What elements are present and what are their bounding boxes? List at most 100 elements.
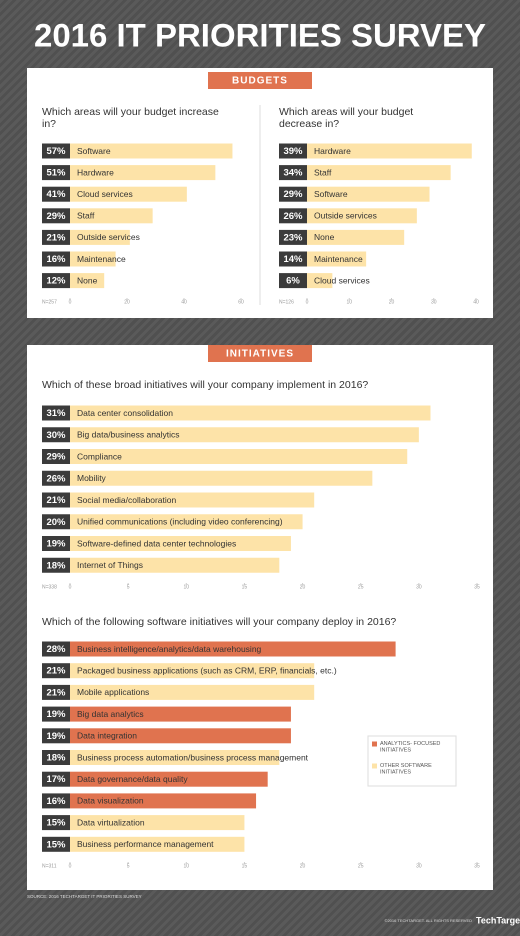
category-label: Big data/business analytics <box>77 430 180 440</box>
value-box <box>42 836 70 852</box>
value-label: 26% <box>46 473 66 484</box>
value-box <box>42 165 70 181</box>
bar <box>70 229 130 245</box>
value-label: 16% <box>46 254 66 265</box>
bar <box>307 208 417 224</box>
bar <box>70 771 268 787</box>
category-label: None <box>77 275 98 285</box>
section-badge <box>208 72 312 89</box>
value-label: 14% <box>283 254 303 265</box>
value-box <box>42 492 70 508</box>
question: Which areas will your budget increase in… <box>42 106 219 130</box>
value-label: 18% <box>46 753 66 764</box>
x-tick-label: 25 <box>358 863 364 869</box>
value-box <box>42 750 70 765</box>
value-box <box>42 405 70 421</box>
category-label: Data center consolidation <box>77 408 173 418</box>
value-box <box>42 641 70 657</box>
bar <box>70 251 116 267</box>
bar <box>70 492 315 508</box>
category-label: Data visualization <box>77 796 144 806</box>
x-tick-label: 0 <box>306 299 309 305</box>
value-box <box>42 536 70 551</box>
x-tick-label: 10 <box>346 299 352 305</box>
bar <box>70 273 105 289</box>
page-title: 2016 IT PRIORITIES SURVEY <box>34 17 486 53</box>
value-label: 29% <box>46 452 66 463</box>
bar <box>70 536 291 551</box>
x-tick-label: 30 <box>431 299 437 305</box>
value-label: 16% <box>46 796 66 807</box>
value-box <box>279 273 307 289</box>
legend-swatch <box>372 763 377 769</box>
bar <box>70 750 280 765</box>
x-tick-label: 20 <box>389 299 395 305</box>
bar <box>70 663 315 679</box>
category-label: Software-defined data center technologie… <box>77 538 236 548</box>
value-label: 41% <box>46 189 66 200</box>
x-tick-label: 30 <box>416 863 422 869</box>
category-label: Business performance management <box>77 839 214 849</box>
bar <box>70 427 419 443</box>
category-label: Big data analytics <box>77 709 144 719</box>
bar <box>307 143 472 159</box>
bar <box>70 165 216 181</box>
value-box <box>42 663 70 679</box>
value-label: 51% <box>46 168 66 179</box>
x-tick-label: 40 <box>181 299 187 305</box>
category-label: Cloud services <box>77 189 133 199</box>
legend-box <box>367 735 457 787</box>
value-box <box>42 728 70 744</box>
bar <box>70 815 245 831</box>
category-label: Unified communications (including video … <box>77 517 283 527</box>
value-label: 30% <box>46 430 66 441</box>
category-label: Software <box>77 146 111 156</box>
bar <box>70 706 291 722</box>
bar <box>70 186 187 202</box>
bar <box>70 405 431 421</box>
bar <box>70 449 408 464</box>
value-box <box>279 208 307 224</box>
legend-label: OTHER SOFTWARE INITIATIVES <box>380 763 432 776</box>
value-label: 19% <box>46 731 66 742</box>
x-tick-label: 10 <box>184 863 190 869</box>
category-label: Staff <box>77 211 95 221</box>
bar <box>70 208 153 224</box>
x-tick-label: 10 <box>184 584 190 590</box>
value-box <box>42 251 70 267</box>
value-label: 21% <box>46 232 66 243</box>
value-label: 19% <box>46 539 66 550</box>
value-label: 20% <box>46 517 66 528</box>
value-box <box>42 684 70 700</box>
bar <box>307 251 367 267</box>
x-tick-label: 30 <box>416 584 422 590</box>
category-label: Software <box>314 189 348 199</box>
value-label: 21% <box>46 687 66 698</box>
category-label: Hardware <box>77 167 114 177</box>
value-box <box>42 815 70 831</box>
value-box <box>279 143 307 159</box>
x-tick-label: 35 <box>474 863 480 869</box>
value-label: 26% <box>283 211 303 222</box>
sample-note: N=257 <box>42 299 57 305</box>
section-badge <box>208 345 312 362</box>
category-label: Cloud services <box>314 275 370 285</box>
category-label: Staff <box>314 167 332 177</box>
question: Which of these broad initiatives will yo… <box>42 379 369 391</box>
category-label: Hardware <box>314 146 351 156</box>
value-label: 15% <box>46 818 66 829</box>
value-box <box>42 771 70 787</box>
category-label: Business process automation/business pro… <box>77 752 309 762</box>
value-box <box>42 229 70 245</box>
category-label: Social media/collaboration <box>77 495 176 505</box>
value-box <box>42 557 70 573</box>
value-label: 28% <box>46 644 66 655</box>
legend-label: ANALYTICS- FOCUSED INITIATIVES <box>380 741 440 754</box>
category-label: Maintenance <box>77 254 126 264</box>
question: Which areas will your budget decrease in… <box>279 106 414 130</box>
value-label: 29% <box>46 211 66 222</box>
value-box <box>42 793 70 809</box>
value-label: 29% <box>283 189 303 200</box>
